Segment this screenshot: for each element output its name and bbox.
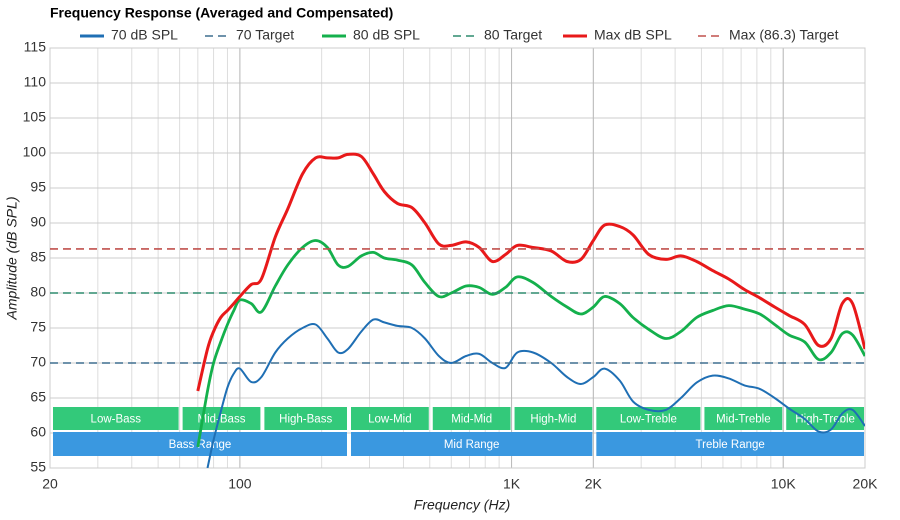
x-tick-label: 100 [228, 476, 252, 492]
y-tick-label: 105 [23, 109, 47, 125]
band-box [350, 432, 593, 456]
band-box [596, 407, 701, 430]
series-line [196, 152, 865, 392]
y-tick-label: 60 [30, 424, 46, 440]
legend-label: 70 dB SPL [111, 27, 178, 43]
y-tick-label: 90 [30, 214, 46, 230]
y-tick-label: 70 [30, 354, 46, 370]
y-tick-label: 75 [30, 319, 46, 335]
band-box [596, 432, 864, 456]
plot-area [50, 152, 865, 468]
y-tick-label: 55 [30, 459, 46, 475]
band-label: Mid Range [444, 439, 500, 451]
y-tick-label: 100 [23, 144, 47, 160]
band-label: High-Mid [530, 414, 576, 426]
x-tick-label: 1K [503, 476, 521, 492]
x-tick-label: 2K [585, 476, 603, 492]
x-axis-label: Frequency (Hz) [414, 497, 510, 513]
legend-label: 70 Target [236, 27, 294, 43]
plot-frame [49, 47, 866, 469]
legend-label: 80 Target [484, 27, 542, 43]
band-box [53, 407, 179, 430]
band-box [264, 407, 347, 430]
x-tick-label: 10K [771, 476, 797, 492]
y-tick-label: 95 [30, 179, 46, 195]
band-label: Treble Range [696, 439, 765, 451]
band-label: Mid-Mid [451, 414, 492, 426]
band-label: Mid-Bass [198, 414, 246, 426]
band-box [432, 407, 511, 430]
band-label: High-Bass [279, 414, 332, 426]
band-label: Low-Bass [91, 414, 142, 426]
y-tick-label: 115 [24, 39, 47, 55]
band-label: Bass Range [169, 439, 232, 451]
legend-label: 80 dB SPL [353, 27, 420, 43]
series-line [196, 239, 865, 448]
band-label: Low-Treble [620, 414, 677, 426]
band-box [350, 407, 429, 430]
y-tick-label: 110 [24, 74, 47, 90]
series-line [206, 318, 865, 468]
chart-title: Frequency Response (Averaged and Compens… [50, 5, 393, 21]
y-axis-label: Amplitude (dB SPL) [4, 197, 20, 321]
band-label: Mid-Treble [716, 414, 771, 426]
x-tick-label: 20K [853, 476, 879, 492]
legend-label: Max dB SPL [594, 27, 672, 43]
x-tick-label: 20 [42, 476, 58, 492]
band-box [514, 407, 593, 430]
y-tick-label: 85 [30, 249, 46, 265]
band-label: Low-Mid [368, 414, 411, 426]
y-tick-label: 80 [30, 284, 46, 300]
band-box [704, 407, 783, 430]
y-tick-label: 65 [30, 389, 46, 405]
legend-label: Max (86.3) Target [729, 27, 839, 43]
